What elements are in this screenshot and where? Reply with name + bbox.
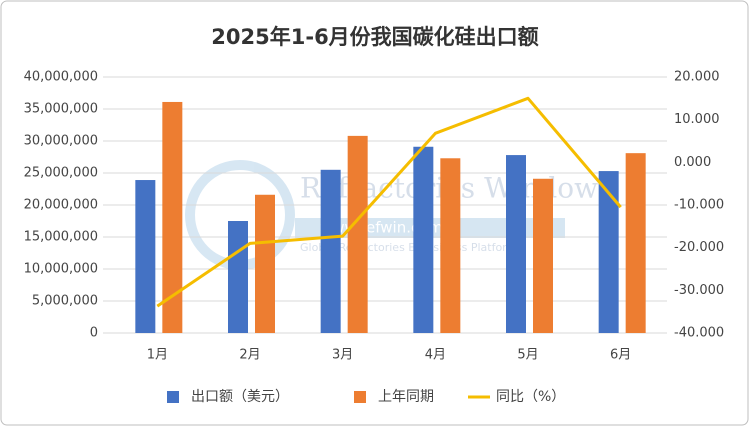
y-tick-label: 20.000	[674, 70, 720, 85]
bar	[506, 155, 526, 333]
chart-title: 2025年1-6月份我国碳化硅出口额	[211, 25, 538, 49]
bar	[255, 194, 275, 333]
y-tick-label: 10.000	[674, 112, 720, 127]
x-tick-label: 4月	[425, 348, 446, 363]
bar	[413, 146, 434, 333]
bar	[625, 153, 646, 333]
y-tick-label: 0	[90, 326, 98, 341]
legend-label: 上年同期	[378, 389, 434, 405]
bar	[228, 221, 248, 333]
bar	[347, 135, 368, 333]
y-tick-label: 15,000,000	[24, 230, 98, 245]
x-tick-label: 1月	[147, 348, 168, 363]
y-tick-label: 25,000,000	[24, 166, 98, 181]
legend-swatch	[354, 391, 366, 403]
bar	[533, 178, 553, 333]
bar	[135, 180, 156, 333]
y-tick-label: 10,000,000	[24, 262, 98, 277]
y-tick-label: 5,000,000	[32, 294, 98, 309]
x-tick-label: 5月	[517, 348, 538, 363]
y-tick-label: 20,000,000	[24, 198, 98, 213]
y-tick-label: -40.000	[674, 326, 724, 341]
y-tick-label: -10.000	[674, 198, 724, 213]
bar	[598, 171, 619, 333]
x-tick-label: 6月	[610, 348, 631, 363]
line	[156, 96, 622, 308]
y-tick-label: 40,000,000	[24, 70, 98, 85]
legend-label: 出口额（美元）	[191, 389, 289, 405]
bar	[320, 169, 341, 333]
x-tick-label: 3月	[332, 348, 353, 363]
y-tick-label: -20.000	[674, 240, 724, 255]
y-tick-label: 0.000	[674, 155, 711, 170]
y-tick-label: 30,000,000	[24, 134, 98, 149]
y-tick-label: -30.000	[674, 283, 724, 298]
bar	[440, 158, 461, 333]
legend-swatch	[167, 391, 179, 403]
x-tick-label: 2月	[239, 348, 260, 363]
y-tick-label: 35,000,000	[24, 102, 98, 117]
bar	[162, 101, 183, 334]
legend-label: 同比（%）	[496, 389, 565, 405]
